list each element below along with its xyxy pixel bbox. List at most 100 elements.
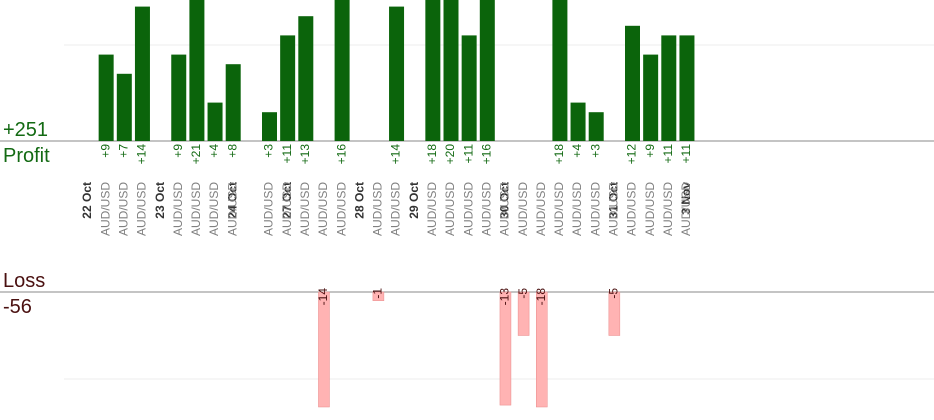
instrument-label: AUD/USD: [516, 182, 530, 236]
profit-bar: [570, 102, 586, 141]
profit-bar: [298, 16, 314, 142]
profit-bar: [262, 112, 277, 141]
loss-bar: [499, 291, 512, 406]
instrument-label: AUD/USD: [262, 182, 276, 236]
profit-value-label: +11: [280, 144, 294, 164]
instrument-label: AUD/USD: [534, 182, 548, 236]
instrument-label: AUD/USD: [334, 182, 348, 236]
loss-bar: [536, 291, 548, 408]
date-label: 23 Oct: [153, 182, 167, 219]
instrument-label: AUD/USD: [443, 182, 457, 236]
profit-bar: [334, 0, 350, 141]
profit-value-label: +3: [588, 144, 602, 158]
profit-value-label: +9: [171, 144, 185, 158]
instrument-label: AUD/USD: [661, 182, 675, 236]
profit-bar: [116, 73, 132, 141]
profit-total: +251: [3, 119, 49, 141]
profit-value-label: +7: [116, 144, 130, 158]
profit-value-label: +11: [661, 144, 675, 164]
date-label: 3 Nov: [679, 182, 693, 215]
instrument-label: AUD/USD: [498, 182, 512, 236]
profit-bar: [679, 35, 695, 141]
instrument-label: AUD/USD: [588, 182, 602, 236]
profit-bar: [552, 0, 568, 141]
profit-bar: [661, 35, 677, 141]
instrument-label: AUD/USD: [461, 182, 475, 236]
instrument-label: AUD/USD: [225, 182, 239, 236]
profit-value-label: +12: [625, 144, 639, 165]
loss-value-label: -1: [371, 288, 385, 299]
profit-bar: [207, 102, 223, 141]
instrument-label: AUD/USD: [298, 182, 312, 236]
loss-value-label: -13: [498, 288, 512, 306]
instrument-label: AUD/USD: [643, 182, 657, 236]
date-label: 31 Oct: [607, 182, 621, 219]
date-label: 22 Oct: [80, 182, 94, 219]
date-label: 27 Oct: [280, 182, 294, 219]
profit-bar: [98, 54, 114, 141]
instrument-label: AUD/USD: [316, 182, 330, 236]
profit-bar: [189, 0, 205, 141]
loss-value-label: -18: [534, 288, 548, 306]
profit-value-label: +20: [443, 144, 457, 165]
profit-value-label: +4: [207, 144, 221, 158]
profit-value-label: +21: [189, 144, 203, 165]
date-label: 29 Oct: [407, 182, 421, 219]
profit-bar: [134, 6, 150, 141]
instrument-label: AUD/USD: [552, 182, 566, 236]
date-label: 28 Oct: [352, 182, 366, 219]
profit-label: Profit: [3, 145, 50, 167]
instrument-label: AUD/USD: [171, 182, 185, 236]
profit-value-label: +14: [389, 144, 403, 165]
instrument-label: AUD/USD: [207, 182, 221, 236]
profit-value-label: +18: [425, 144, 439, 165]
profit-bar: [588, 112, 604, 141]
loss-label: Loss: [3, 270, 46, 292]
profit-value-label: +4: [570, 144, 584, 158]
profit-bar: [225, 64, 241, 141]
loss-value-label: -14: [316, 288, 330, 306]
loss-value-label: -5: [607, 288, 621, 299]
profit-value-label: +9: [643, 144, 657, 158]
instrument-label: AUD/USD: [389, 182, 403, 236]
instrument-label: AUD/USD: [570, 182, 584, 236]
instrument-label: AUD/USD: [679, 182, 693, 236]
loss-bar: [372, 291, 385, 301]
instrument-label: AUD/USD: [371, 182, 385, 236]
loss-value-label: -5: [516, 288, 530, 299]
instrument-label: AUD/USD: [280, 182, 294, 236]
instrument-label: AUD/USD: [189, 182, 203, 236]
profit-value-label: +8: [225, 144, 239, 158]
profit-value-label: +3: [262, 144, 276, 158]
profit-value-label: +11: [461, 144, 475, 164]
date-label: 24 Oct: [225, 182, 239, 219]
profit-value-label: +16: [479, 144, 493, 165]
profit-bar: [443, 0, 459, 141]
instrument-label: AUD/USD: [135, 182, 149, 236]
date-label: 30 Oct: [498, 182, 512, 219]
profit-bar: [171, 54, 187, 141]
loss-total: -56: [3, 296, 32, 318]
profit-value-label: +13: [298, 144, 312, 165]
instrument-label: AUD/USD: [479, 182, 493, 236]
loss-bar: [608, 291, 621, 336]
instrument-label: AUD/USD: [116, 182, 130, 236]
profit-bar: [425, 0, 441, 141]
loss-bar: [517, 291, 530, 336]
profit-value-label: +16: [334, 144, 348, 165]
instrument-label: AUD/USD: [625, 182, 639, 236]
profit-value-label: +14: [135, 144, 149, 165]
profit-value-label: +11: [679, 144, 693, 164]
profit-bar: [461, 35, 477, 141]
profit-bar: [389, 6, 405, 141]
profit-bar: [280, 35, 296, 141]
profit-bar: [643, 54, 659, 141]
profit-value-label: +9: [98, 144, 112, 158]
instrument-label: AUD/USD: [425, 182, 439, 236]
instrument-label: AUD/USD: [607, 182, 621, 236]
profit-bar: [479, 0, 495, 141]
instrument-label: AUD/USD: [98, 182, 112, 236]
profit-bar: [625, 25, 640, 141]
loss-bar: [318, 291, 330, 408]
